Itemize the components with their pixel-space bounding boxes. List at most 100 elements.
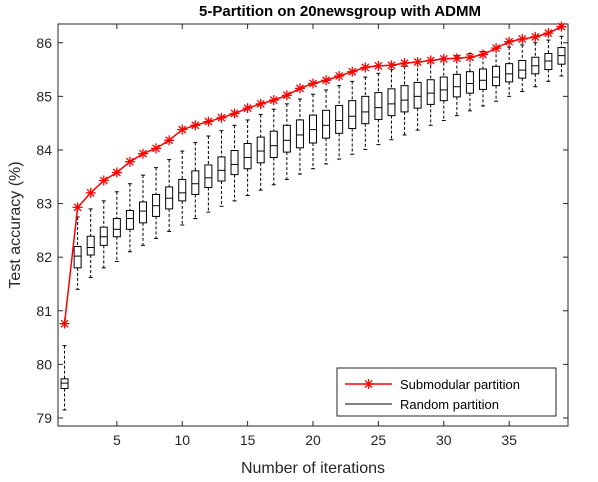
axis-ticks [58,24,568,426]
box-iqr [112,218,121,238]
box-iqr [518,59,527,79]
boxplot [243,119,252,197]
box-iqr [335,104,344,134]
box-iqr [282,124,291,153]
box-iqr [544,52,553,71]
boxplot [322,89,331,165]
x-tick-label: 30 [436,432,452,448]
box-iqr [413,81,422,109]
boxplot [531,42,540,88]
submodular-partition-series [59,21,567,329]
submodular-point [138,148,148,159]
submodular-point [216,112,227,123]
legend-box [336,367,557,417]
submodular-point [530,31,541,42]
submodular-point [451,53,462,64]
submodular-point [177,124,188,135]
y-tick-label: 81 [36,303,52,319]
box-iqr [505,63,514,83]
box-iqr [426,79,435,105]
box-iqr [243,143,252,170]
submodular-point [491,43,502,54]
y-tick-label: 84 [36,142,52,158]
submodular-point [464,52,475,63]
boxplot [335,85,344,160]
box-iqr [492,65,501,87]
box-iqr [295,119,304,149]
box-iqr [217,156,226,182]
boxplot [60,345,69,411]
submodular-point [124,156,135,167]
y-tick-label: 79 [36,410,52,426]
box-iqr [269,130,278,158]
boxplot [557,35,566,77]
box-iqr [439,76,448,102]
box-iqr [204,164,213,188]
x-tick-label: 25 [371,432,387,448]
submodular-point [321,75,332,86]
boxplot [152,167,161,239]
boxplot [256,114,265,191]
boxplot [112,191,121,262]
submodular-point [164,135,175,146]
boxplot [518,44,527,93]
submodular-point [268,95,279,106]
boxplot [99,200,108,269]
box-iqr [178,178,187,202]
axis-tick-labels: 5 10 15 20 25 30 35 79 80 81 82 83 84 85 86 [36,35,517,448]
box-iqr [387,88,396,117]
box-iqr [191,170,200,195]
boxplot [400,65,409,136]
boxplot [139,174,147,246]
boxplot [191,141,200,220]
submodular-point [412,57,423,68]
boxplot [282,103,291,180]
box-iqr [139,201,147,224]
submodular-point [59,318,70,329]
submodular-point [151,143,162,154]
y-axis-label: Test accuracy (%) [7,161,24,288]
submodular-point [255,98,266,109]
submodular-point [229,108,240,119]
boxplot [544,39,553,82]
box-iqr [479,68,487,90]
x-tick-label: 35 [501,432,517,448]
boxplot [269,108,278,186]
submodular-point [478,49,488,60]
box-iqr [256,136,265,164]
box-iqr [348,100,357,130]
boxplot [374,72,383,146]
legend-label-submodular: Submodular partition [400,377,520,392]
random-partition-boxplots [60,35,566,411]
box-iqr [60,378,69,389]
box-iqr [309,114,317,144]
submodular-point [347,66,358,77]
box-iqr [452,73,461,98]
legend: Submodular partition Random partition [336,367,557,417]
y-tick-label: 83 [36,196,52,212]
boxplot [230,124,239,202]
submodular-point [386,60,397,71]
box-iqr [400,85,409,113]
boxplot [125,183,134,253]
x-axis-label: Number of iterations [241,460,385,477]
submodular-point [360,62,371,73]
box-iqr [73,245,82,269]
x-tick-label: 20 [305,432,321,448]
boxplot [309,93,317,170]
y-tick-label: 86 [36,35,52,51]
submodular-point [308,78,318,89]
x-tick-label: 5 [113,432,121,448]
x-tick-label: 10 [174,432,190,448]
submodular-point [399,58,410,69]
boxplot [361,76,370,150]
boxplot [178,150,187,226]
legend-label-random: Random partition [400,397,499,412]
y-tick-label: 80 [36,356,52,372]
boxplot [217,130,226,207]
y-tick-label: 85 [36,88,52,104]
box-iqr [99,226,108,246]
boxplot [165,159,174,232]
submodular-point [294,83,305,94]
box-iqr [322,109,331,139]
